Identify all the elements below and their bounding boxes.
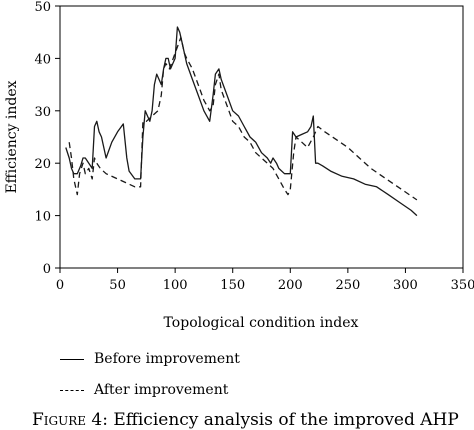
x-axis: 0 50 100 150 200 250 300 350 — [56, 268, 474, 293]
x-tick-label: 300 — [393, 278, 418, 293]
series-layer — [65, 26, 418, 217]
x-tick-label: 50 — [109, 278, 126, 293]
figure-caption: Figure 4: Efficiency analysis of the imp… — [32, 410, 459, 430]
legend-item-after: After improvement — [60, 382, 228, 398]
y-axis: 0 10 20 30 40 50 — [34, 0, 60, 277]
x-axis-title: Topological condition index — [164, 315, 359, 331]
caption-text: 4: Efficiency analysis of the improved A… — [86, 410, 459, 430]
plot-frame — [59, 5, 464, 269]
legend-swatch-solid — [60, 358, 84, 360]
plot-area-border — [59, 5, 464, 269]
line-chart: 0 50 100 150 200 250 300 350 0 10 20 30 40 50 Topolo… — [4, 0, 474, 331]
series-line-before-improvement — [65, 26, 418, 217]
x-tick-label: 250 — [335, 278, 360, 293]
x-tick-label: 0 — [56, 278, 64, 293]
legend-label-after: After improvement — [94, 382, 229, 398]
legend-label-before: Before improvement — [94, 351, 240, 367]
caption-prefix: Figure — [32, 410, 87, 430]
y-axis-title: Efficiency index — [4, 80, 20, 193]
x-tick-label: 350 — [451, 278, 474, 293]
x-tick-label: 100 — [163, 278, 188, 293]
y-tick-label: 50 — [34, 0, 51, 15]
x-tick-label: 150 — [220, 278, 245, 293]
y-tick-label: 20 — [34, 157, 51, 172]
legend-swatch-dashed — [60, 389, 84, 391]
y-tick-label: 40 — [34, 52, 51, 67]
legend-item-before: Before improvement — [60, 351, 240, 367]
y-tick-label: 0 — [43, 262, 51, 277]
series-line-after-improvement — [68, 36, 418, 201]
x-tick-label: 200 — [278, 278, 303, 293]
y-tick-label: 10 — [34, 210, 51, 225]
y-tick-label: 30 — [34, 105, 51, 120]
